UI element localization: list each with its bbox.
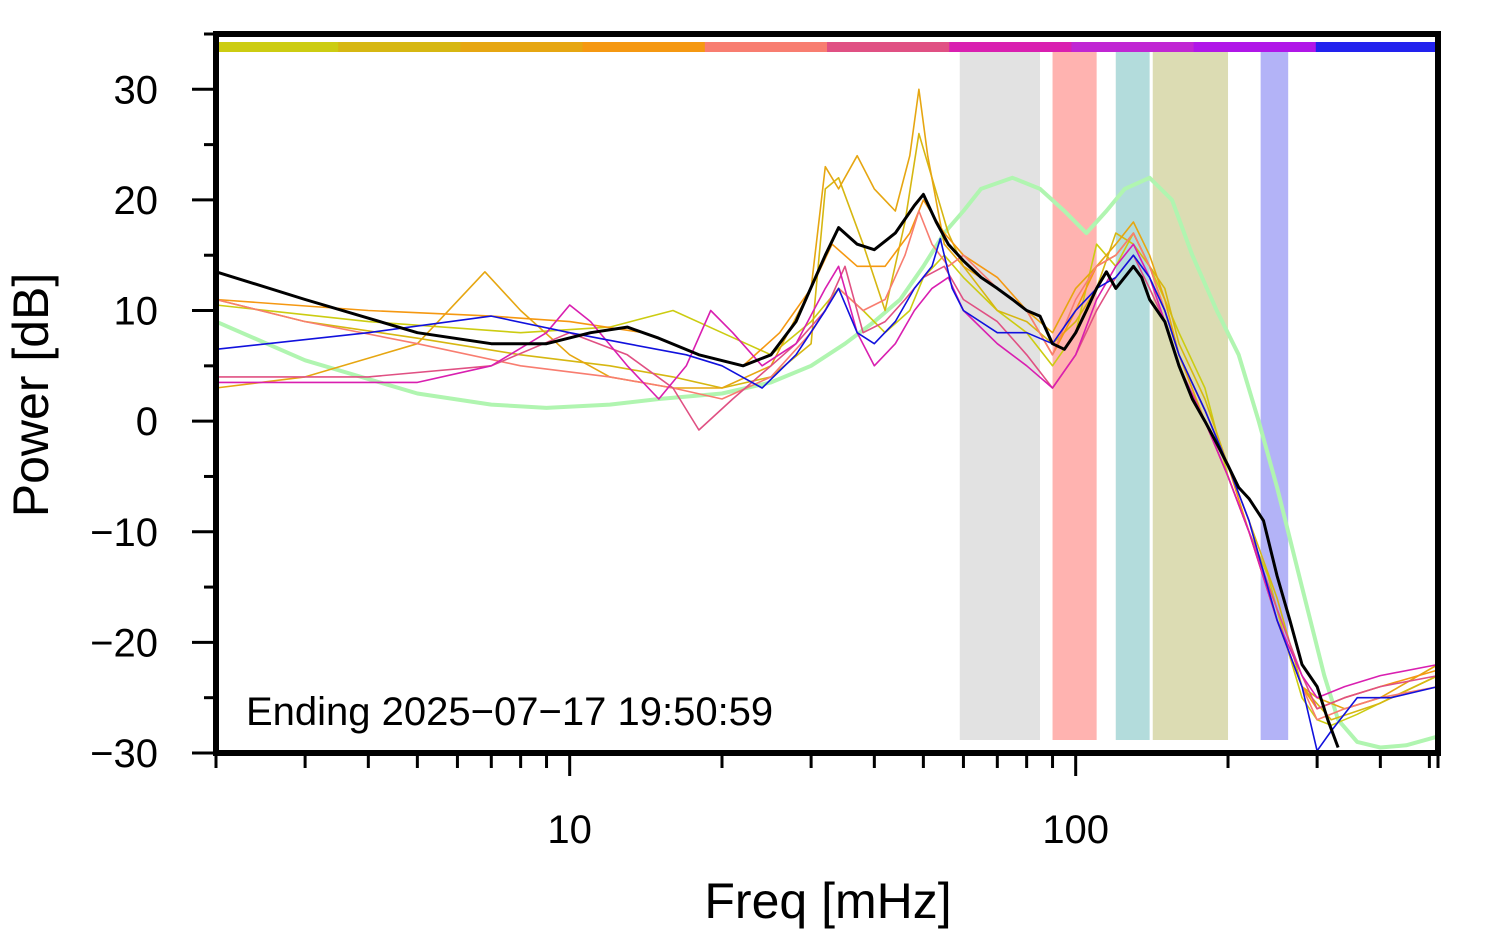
series-line-8 xyxy=(216,243,1439,699)
color-bar-segment-1 xyxy=(216,42,339,52)
series-line-10 xyxy=(215,192,1340,749)
y-tick-label: 0 xyxy=(136,400,158,444)
band-3 xyxy=(1115,52,1150,740)
x-axis-title: Freq [mHz] xyxy=(704,873,951,929)
series-line-4 xyxy=(215,88,1439,710)
color-bar-segment-3 xyxy=(460,42,584,52)
spectrum-series xyxy=(215,88,1439,752)
x-tick-label: 10 xyxy=(547,808,592,852)
y-axis: −30 −20 −10 0 10 20 30 xyxy=(90,32,216,776)
y-tick-label: −30 xyxy=(90,732,158,776)
color-bar-segment-7 xyxy=(949,42,1072,52)
ending-timestamp-annotation: Ending 2025−07−17 19:50:59 xyxy=(246,690,773,734)
series-line-3 xyxy=(215,132,1439,721)
y-tick-label: −10 xyxy=(90,511,158,555)
series-line-1 xyxy=(215,175,1439,750)
color-bar-segment-6 xyxy=(827,42,950,52)
color-bar-segment-10 xyxy=(1315,42,1439,52)
band-2 xyxy=(1052,52,1097,740)
y-tick-label: 20 xyxy=(114,179,159,223)
x-tick-label: 100 xyxy=(1042,808,1109,852)
y-axis-title: Power [dB] xyxy=(3,273,59,518)
plot-frame xyxy=(213,31,1441,756)
color-bar-segment-2 xyxy=(338,42,461,52)
series-line-5 xyxy=(215,199,1439,710)
y-tick-label: −20 xyxy=(90,621,158,665)
time-color-bar xyxy=(216,42,1439,52)
color-bar-segment-9 xyxy=(1193,42,1317,52)
x-axis: 10 100 xyxy=(214,753,1440,852)
frequency-bands xyxy=(959,52,1289,740)
y-tick-label: 10 xyxy=(114,290,159,334)
color-bar-segment-4 xyxy=(582,42,706,52)
color-bar-segment-8 xyxy=(1071,42,1195,52)
y-tick-label: 30 xyxy=(114,68,159,112)
series-line-6 xyxy=(215,210,1439,721)
band-1 xyxy=(959,52,1040,740)
series-line-9 xyxy=(215,237,1439,752)
color-bar-segment-5 xyxy=(704,42,828,52)
